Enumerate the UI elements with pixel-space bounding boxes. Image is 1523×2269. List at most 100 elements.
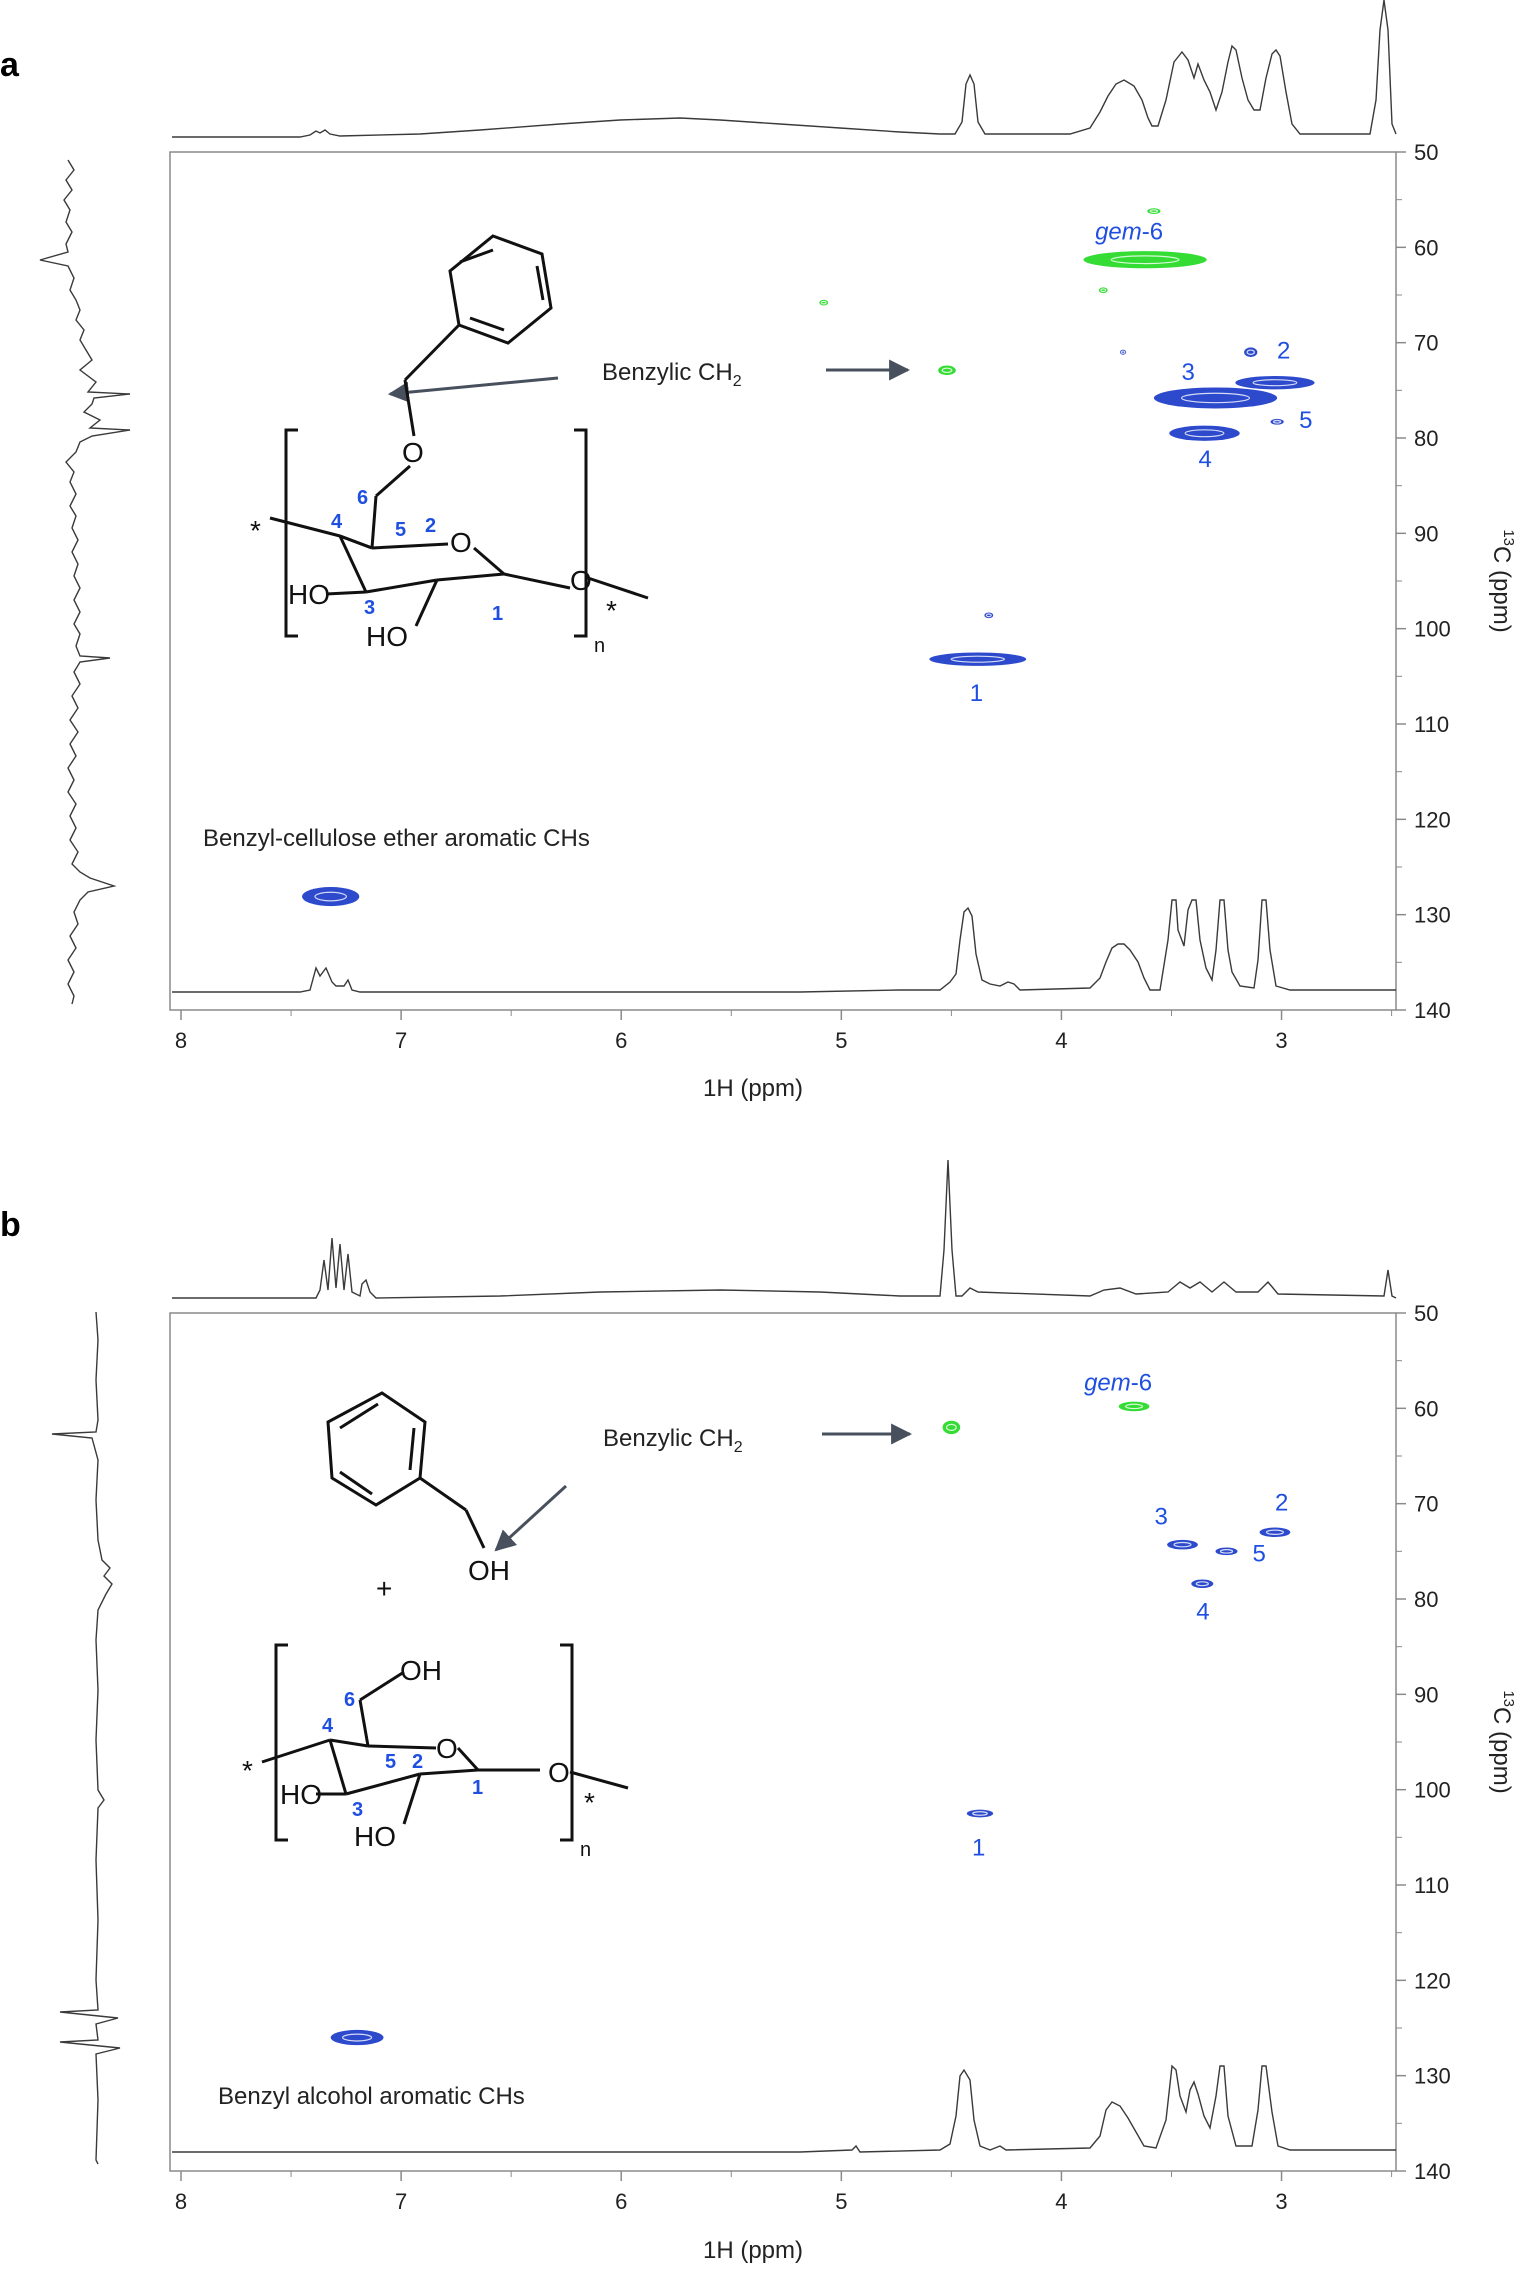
cross-peak-contour: [1167, 1539, 1198, 1550]
atom-label: n: [594, 635, 605, 657]
ring-number: 5: [385, 1751, 396, 1773]
aromatic-region-label-a: Benzyl-cellulose ether aromatic CHs: [203, 825, 590, 852]
y-tick-label: 120: [1414, 807, 1451, 832]
y-tick-label: 50: [1414, 1301, 1438, 1326]
atom-label: +: [376, 1573, 392, 1604]
cross-peak-inner-contour: [1272, 419, 1282, 424]
structure-labels-b: OH + OH O O HO HO n * *: [242, 1555, 595, 1861]
cross-peak: 4: [1169, 425, 1240, 473]
cross-peak-inner-contour: [820, 300, 827, 305]
axes-b: 8 7 6 5 4 3 50 60 70 80 90 100 110 120 130 140 1H (ppm) 1…: [175, 1301, 1517, 2264]
cross-peak-contour: [1118, 1401, 1150, 1412]
cross-peak: 5: [1215, 1540, 1266, 1567]
atom-label: *: [242, 1755, 253, 1786]
cross-peak: 1: [929, 652, 1027, 707]
x-tick-label: 7: [395, 2189, 407, 2214]
cross-peak: 1: [966, 1809, 994, 1862]
y-tick-label: 130: [1414, 903, 1451, 928]
ring-number: 4: [331, 511, 343, 533]
cross-peak-inner-contour: [1184, 429, 1225, 438]
x-tick-label: 6: [615, 2189, 627, 2214]
ring-numbers-a: 6 4 5 2 3 1: [331, 487, 503, 625]
structure-labels-a: O O O HO HO n * *: [250, 437, 617, 657]
cross-peak-contour: [1270, 418, 1284, 425]
panel-label-b: b: [0, 1206, 21, 1244]
peak-label: 5: [1253, 1540, 1266, 1567]
cross-peak-inner-contour: [1120, 350, 1126, 354]
plot-area-a: [169, 151, 1397, 1011]
cross-peak-inner-contour: [1100, 288, 1107, 293]
peak-label: 4: [1196, 1599, 1209, 1626]
x-tick-label: 7: [395, 1028, 407, 1053]
cross-peak: 5: [1270, 407, 1313, 434]
cross-peak-contour: [929, 652, 1027, 666]
ring-number: 5: [395, 519, 406, 541]
cross-peak-contour: [1215, 1547, 1238, 1556]
cross-peak: [330, 2029, 384, 2046]
left-1d-spectrum-b: [51, 1311, 121, 2165]
cross-peak: gem-6: [1083, 219, 1207, 269]
cross-peak-inner-contour: [1265, 1529, 1285, 1536]
cross-peak-contour: [1153, 387, 1278, 409]
cross-peak-contour: [1098, 287, 1108, 294]
y-tick-label: 80: [1414, 426, 1438, 451]
left-1d-spectrum-a: [39, 159, 131, 1005]
y-tick-label: 50: [1414, 140, 1438, 165]
cross-peak-contour: [1191, 1579, 1214, 1589]
cross-peak-inner-contour: [1195, 1581, 1209, 1587]
cross-peak-inner-contour: [972, 1811, 988, 1816]
peak-label: gem-6: [1084, 1369, 1152, 1396]
ring-number: 1: [472, 1777, 483, 1799]
top-1d-spectrum-b: [172, 1159, 1397, 1299]
arrow-icon: [387, 376, 559, 403]
peak-label: 3: [1154, 1504, 1167, 1531]
panel-b: b 8 7 6 5 4 3 50 60 70 80 90 100 110 120 130 140 1H (ppm…: [0, 1159, 1517, 2264]
cross-peak-inner-contour: [941, 367, 953, 374]
cross-peak-inner-contour: [985, 613, 992, 618]
y-tick-label: 60: [1414, 235, 1438, 260]
y-tick-label: 130: [1414, 2064, 1451, 2089]
cross-peak-contour: [1259, 1527, 1291, 1538]
cross-peak: 3: [1153, 359, 1278, 409]
x-tick-label: 5: [835, 1028, 847, 1053]
cross-peak-inner-contour: [314, 891, 348, 902]
cross-peak: 3: [1154, 1504, 1198, 1550]
ring-number: 3: [364, 597, 375, 619]
ring-number: 2: [412, 1751, 423, 1773]
atom-label: HO: [366, 621, 408, 652]
ring-number: 6: [344, 1689, 355, 1711]
cross-peak-inner-contour: [341, 2033, 373, 2042]
cross-peak-contour: [942, 1420, 961, 1435]
cross-peak: [1120, 349, 1127, 355]
panel-a: a 8 7 6 5 4 3 50 60 70 80 90 100 110 120 130 140 1H (ppm…: [0, 0, 1517, 1102]
cross-peak-contour: [302, 887, 360, 907]
y-tick-label: 140: [1414, 998, 1451, 1023]
cross-peak-inner-contour: [1246, 349, 1255, 355]
peak-label: 1: [970, 680, 983, 707]
x-tick-label: 4: [1055, 2189, 1067, 2214]
panel-label-a: a: [0, 46, 20, 84]
ring-number: 4: [322, 1715, 334, 1737]
benzylic-ch2-label-b: Benzylic CH2: [603, 1425, 743, 1456]
atom-label: O: [436, 1733, 458, 1764]
cross-peak-contour: [1235, 376, 1315, 390]
atom-label: *: [584, 1787, 595, 1818]
bottom-1d-overlay-b: [172, 2064, 1396, 2153]
atom-label: HO: [288, 579, 330, 610]
cross-peak-contour: [819, 299, 829, 306]
atom-label: *: [250, 515, 261, 546]
cross-peak: [984, 612, 994, 619]
cross-peak-inner-contour: [1181, 392, 1251, 404]
cross-peak-contour: [1083, 251, 1207, 269]
cross-peak-contour: [330, 2029, 384, 2046]
x-axis-label: 1H (ppm): [703, 2237, 803, 2264]
cross-peak-contour: [1169, 425, 1240, 441]
peak-label: 1: [972, 1835, 985, 1862]
y-tick-label: 110: [1414, 1873, 1449, 1898]
y-tick-label: 70: [1414, 1492, 1438, 1517]
structure-benzyl-cellulose: [269, 234, 649, 638]
x-axis-label: 1H (ppm): [703, 1075, 803, 1102]
cross-peak: 4: [1191, 1579, 1214, 1626]
x-tick-label: 8: [175, 1028, 187, 1053]
